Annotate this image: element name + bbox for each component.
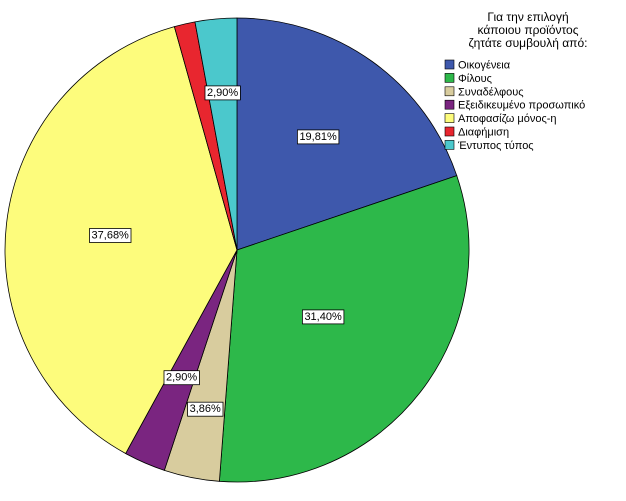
slice-label-5: 37,68%: [89, 228, 132, 243]
legend-title-line: Για την επιλογή: [487, 10, 568, 24]
pie-slice-7: [194, 17, 238, 251]
legend-label: Συναδέλφους: [458, 86, 524, 98]
slice-label-box: [296, 129, 340, 145]
legend-swatch: [444, 113, 455, 123]
slice-label-text: 3,86%: [190, 403, 221, 415]
legend-entry-6: Διαφήμιση: [444, 126, 509, 139]
legend-swatch: [444, 59, 455, 70]
legend: Για την επιλογή κάποιου προϊόντος ζητάτε σ…: [444, 10, 588, 152]
pie-slice-1: [236, 17, 458, 251]
legend-swatch: [444, 86, 455, 97]
legend-swatch: [444, 140, 455, 150]
legend-entry-2: Φίλους: [444, 73, 492, 85]
slice-label-text: 2,90%: [207, 87, 238, 99]
legend-title: Για την επιλογή κάποιου προϊόντος ζητάτε σ…: [469, 10, 588, 50]
slice-label-text: 37,68%: [92, 230, 130, 242]
legend-entry-4: Εξειδικευμένο προσωπικό: [444, 99, 585, 112]
legend-swatch: [444, 73, 455, 83]
slice-label-box: [163, 370, 200, 386]
legend-swatch: [444, 126, 455, 137]
legend-label: Αποφασίζω μόνος-η: [458, 113, 557, 125]
pie-slices: [4, 17, 470, 483]
slice-label-text: 2,90%: [166, 372, 197, 384]
slice-label-text: 31,40%: [304, 311, 342, 323]
slice-label-text: 19,81%: [299, 131, 337, 143]
slice-label-7: 2,90%: [204, 85, 241, 101]
slice-label-1: 19,81%: [296, 129, 340, 145]
slice-label-4: 2,90%: [163, 370, 200, 386]
legend-entry-3: Συναδέλφους: [444, 86, 524, 98]
pie-slice-2: [218, 175, 470, 483]
legend-label: Εξειδικευμένο προσωπικό: [458, 100, 585, 112]
legend-label: Διαφήμιση: [458, 127, 509, 139]
slice-label-box: [204, 85, 241, 101]
slice-label-box: [301, 309, 345, 325]
legend-title-line: ζητάτε συμβουλή από:: [469, 36, 588, 50]
slice-labels: 19,81% 31,40% 3,86% 2,90% 37,68% 2,90%: [89, 85, 345, 417]
legend-swatch: [444, 99, 455, 110]
slice-label-2: 31,40%: [301, 309, 345, 325]
legend-label: Οικογένεια: [458, 60, 511, 72]
slice-label-3: 3,86%: [187, 401, 224, 417]
legend-label: Φίλους: [458, 73, 492, 85]
legend-entry-1: Οικογένεια: [444, 59, 511, 72]
slice-label-box: [187, 401, 224, 417]
legend-entry-5: Αποφασίζω μόνος-η: [444, 113, 557, 125]
legend-entry-7: Έντυπος τύπος: [444, 140, 534, 152]
legend-title-line: κάποιου προϊόντος: [478, 23, 579, 37]
legend-label: Έντυπος τύπος: [457, 140, 534, 152]
slice-label-box: [89, 228, 132, 243]
